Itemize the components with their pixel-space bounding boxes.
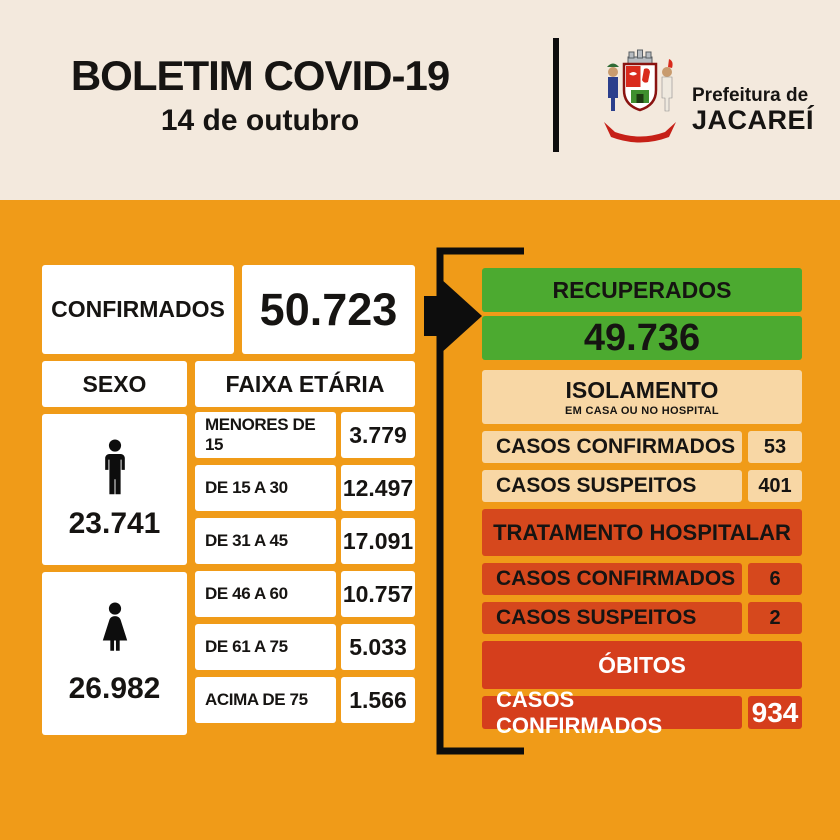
- female-count-box: 26.982: [42, 572, 187, 735]
- female-count: 26.982: [68, 671, 161, 705]
- bracket-arrow-icon: [420, 244, 532, 758]
- hospital-row-label: CASOS SUSPEITOS: [482, 602, 742, 634]
- isolation-row-value: 401: [748, 470, 802, 502]
- header: [0, 0, 840, 200]
- bulletin-date: 14 de outubro: [160, 104, 360, 137]
- deaths-header: ÓBITOS: [482, 641, 802, 689]
- age-row-value: 3.779: [341, 412, 415, 458]
- isolation-subtitle: EM CASA OU NO HOSPITAL: [565, 405, 719, 417]
- deaths-row-value: 934: [748, 696, 802, 729]
- deaths-row-label: CASOS CONFIRMADOS: [482, 687, 742, 738]
- org-name-line1: Prefeitura de: [692, 85, 809, 106]
- age-row-value: 5.033: [341, 624, 415, 670]
- male-icon: [95, 438, 135, 497]
- age-row-value: 10.757: [341, 571, 415, 617]
- age-row-label: ACIMA DE 75: [195, 677, 336, 723]
- age-row-label: DE 46 A 60: [195, 571, 336, 617]
- isolation-row-label: CASOS CONFIRMADOS: [482, 431, 742, 463]
- male-count-box: 23.741: [42, 414, 187, 565]
- isolation-header: ISOLAMENTO EM CASA OU NO HOSPITAL: [482, 370, 802, 424]
- age-row-label: MENORES DE 15: [195, 412, 336, 458]
- jacarei-coat-of-arms-icon: [588, 46, 692, 146]
- org-name-line2: JACAREÍ: [692, 104, 815, 135]
- isolation-title: ISOLAMENTO: [565, 377, 719, 403]
- isolation-row-value: 53: [748, 431, 802, 463]
- female-icon: [93, 601, 137, 662]
- recovered-value: 49.736: [482, 316, 802, 360]
- isolation-row-label: CASOS SUSPEITOS: [482, 470, 742, 502]
- male-count: 23.741: [68, 506, 161, 540]
- confirmed-value-box: 50.723: [242, 265, 415, 354]
- recovered-header: RECUPERADOS: [482, 268, 802, 312]
- page-title: BOLETIM COVID-19: [70, 52, 450, 99]
- header-divider: [553, 38, 559, 152]
- age-row-value: 17.091: [341, 518, 415, 564]
- age-header: FAIXA ETÁRIA: [195, 361, 415, 407]
- age-row-label: DE 31 A 45: [195, 518, 336, 564]
- age-row-value: 12.497: [341, 465, 415, 511]
- hospital-row-label: CASOS CONFIRMADOS: [482, 563, 742, 595]
- confirmed-label-box: CONFIRMADOS: [42, 265, 234, 354]
- sex-header: SEXO: [42, 361, 187, 407]
- age-row-value: 1.566: [341, 677, 415, 723]
- org-name: Prefeitura de JACAREÍ: [692, 85, 822, 135]
- hospital-header: TRATAMENTO HOSPITALAR: [482, 509, 802, 556]
- age-row-label: DE 61 A 75: [195, 624, 336, 670]
- age-row-label: DE 15 A 30: [195, 465, 336, 511]
- hospital-row-value: 2: [748, 602, 802, 634]
- hospital-row-value: 6: [748, 563, 802, 595]
